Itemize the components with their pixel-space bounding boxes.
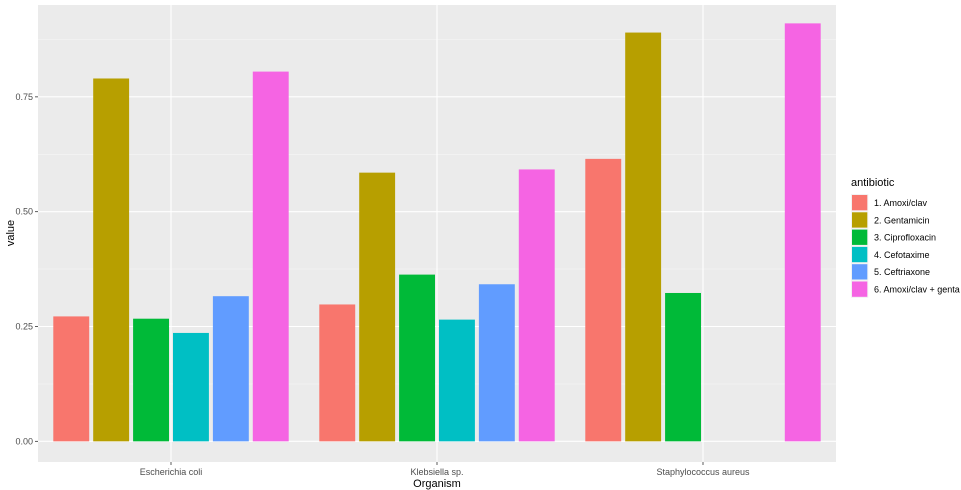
legend-key <box>852 229 868 245</box>
bar <box>478 284 515 442</box>
bar <box>585 158 622 442</box>
legend-key <box>852 195 868 211</box>
bar <box>172 332 209 442</box>
bar <box>53 316 90 442</box>
y-tick-label: 0.75 <box>15 92 33 102</box>
bar <box>399 274 436 442</box>
bar <box>438 319 475 442</box>
y-axis-title: value <box>5 220 17 246</box>
y-tick-label: 0.25 <box>15 322 33 332</box>
bar <box>359 172 396 442</box>
bar <box>93 78 130 442</box>
legend-title: antibiotic <box>851 177 895 189</box>
legend-key <box>852 246 868 263</box>
bar <box>665 292 702 442</box>
x-tick-label: Klebsiella sp. <box>410 467 463 477</box>
x-tick-label: Staphylococcus aureus <box>656 467 750 477</box>
grid-major <box>38 5 836 462</box>
bar <box>784 23 821 442</box>
legend-label: 1. Amoxi/clav <box>874 198 928 208</box>
legend-label: 3. Ciprofloxacin <box>874 233 936 243</box>
legend-key <box>852 264 868 280</box>
legend: antibiotic 1. Amoxi/clav 2. Gentamicin 3. … <box>851 177 960 298</box>
bars <box>53 23 821 442</box>
legend-label: 5. Ceftriaxone <box>874 267 930 277</box>
bar <box>212 296 249 442</box>
bar <box>625 32 662 442</box>
x-axis: Escherichia coli Klebsiella sp. Staphyloco… <box>140 462 750 477</box>
y-tick-label: 0.50 <box>15 207 33 217</box>
legend-label: 2. Gentamicin <box>874 215 930 225</box>
y-axis: 0.00 0.25 0.50 0.75 <box>15 92 38 446</box>
bar <box>319 304 356 442</box>
legend-label: 6. Amoxi/clav + genta <box>874 285 960 295</box>
bar <box>518 169 555 442</box>
legend-label: 4. Cefotaxime <box>874 250 930 260</box>
legend-key <box>852 212 868 228</box>
bar <box>133 318 170 442</box>
bar <box>252 71 289 442</box>
legend-key <box>852 281 868 297</box>
x-tick-label: Escherichia coli <box>140 467 203 477</box>
x-axis-title: Organism <box>413 478 461 490</box>
y-tick-label: 0.00 <box>15 436 33 446</box>
